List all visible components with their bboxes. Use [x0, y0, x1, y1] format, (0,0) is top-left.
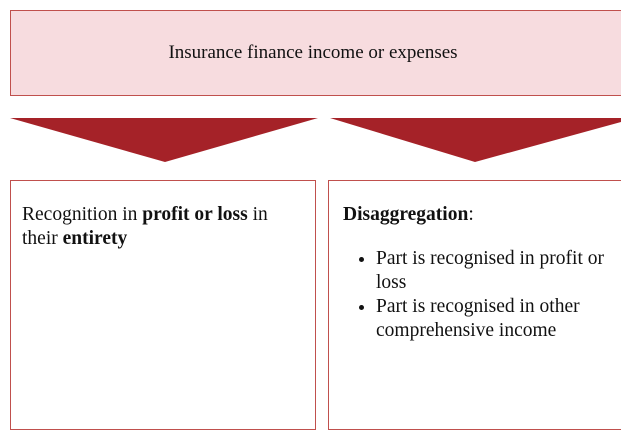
header-box: Insurance finance income or expenses	[10, 10, 621, 96]
page: {"header": {"title": "Insurance finance …	[0, 0, 621, 416]
heading: Disaggregation:	[343, 203, 617, 227]
arrow-right	[330, 118, 621, 162]
bold-text: profit or loss	[142, 204, 248, 225]
arrows	[10, 118, 621, 162]
arrow-left	[10, 118, 318, 162]
left-box: Recognition in profit or loss in their e…	[10, 180, 316, 430]
header-title: Insurance finance income or expenses	[168, 42, 458, 63]
bold-text: entirety	[62, 228, 128, 249]
text: in their	[22, 204, 268, 249]
right-box: Disaggregation: Part is recognised in pr…	[328, 180, 621, 430]
text: Recognition in	[22, 204, 143, 225]
bullet-list: Part is recognised in profit or loss Par…	[343, 247, 606, 343]
text: :	[468, 204, 474, 225]
bold-text: Disaggregation	[343, 204, 469, 225]
bullet: Part is recognised in other comprehensiv…	[376, 295, 606, 343]
bullet: Part is recognised in profit or loss	[376, 247, 606, 295]
